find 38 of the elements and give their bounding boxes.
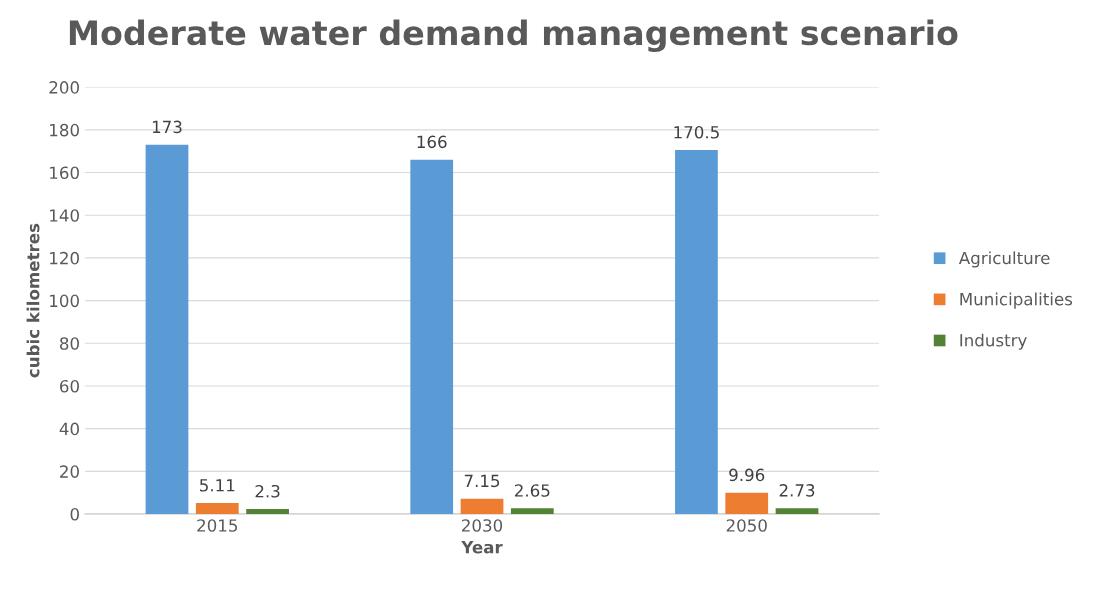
bar — [510, 508, 554, 515]
data-label: 173 — [152, 120, 182, 134]
data-label: 2.65 — [514, 484, 550, 497]
bar — [195, 503, 239, 515]
bar — [145, 144, 189, 515]
bar — [775, 508, 819, 515]
bar — [725, 492, 769, 515]
chart-title: Moderate water demand management scenario — [69, 19, 958, 53]
y-tick-label: 140 — [50, 209, 79, 222]
y-tick-label: 40 — [59, 422, 79, 436]
legend-label: Municipalities — [960, 292, 1073, 309]
y-tick-label: 180 — [50, 123, 79, 137]
data-label: 2.73 — [779, 484, 815, 497]
y-tick-label: 100 — [50, 294, 79, 308]
y-tick-label: 20 — [60, 465, 79, 478]
data-label: 5.11 — [200, 479, 235, 492]
y-tick-label: 80 — [59, 337, 79, 350]
x-tick-label: 2030 — [462, 519, 503, 532]
bar — [246, 509, 289, 515]
y-tick-label: 200 — [49, 81, 79, 94]
legend-label: Industry — [960, 333, 1027, 350]
data-label: 9.96 — [729, 468, 765, 482]
legend-label: Agriculture — [958, 251, 1050, 268]
data-label: 7.15 — [464, 474, 500, 488]
x-tick-label: 2015 — [197, 519, 238, 532]
bar — [675, 150, 718, 515]
y-tick-label: 60 — [60, 379, 79, 393]
y-tick-label: 120 — [50, 251, 79, 265]
data-label: 170.5 — [674, 125, 719, 139]
data-label: 2.3 — [255, 484, 280, 498]
y-tick-label: 160 — [50, 166, 79, 180]
y-axis-title: cubic kilometres — [26, 223, 40, 378]
data-label: 166 — [417, 135, 447, 149]
y-tick-label: 0 — [70, 507, 79, 521]
x-axis-title: Year — [461, 541, 503, 554]
bar — [410, 159, 454, 515]
x-tick-label: 2050 — [726, 519, 767, 532]
bar — [460, 498, 504, 515]
